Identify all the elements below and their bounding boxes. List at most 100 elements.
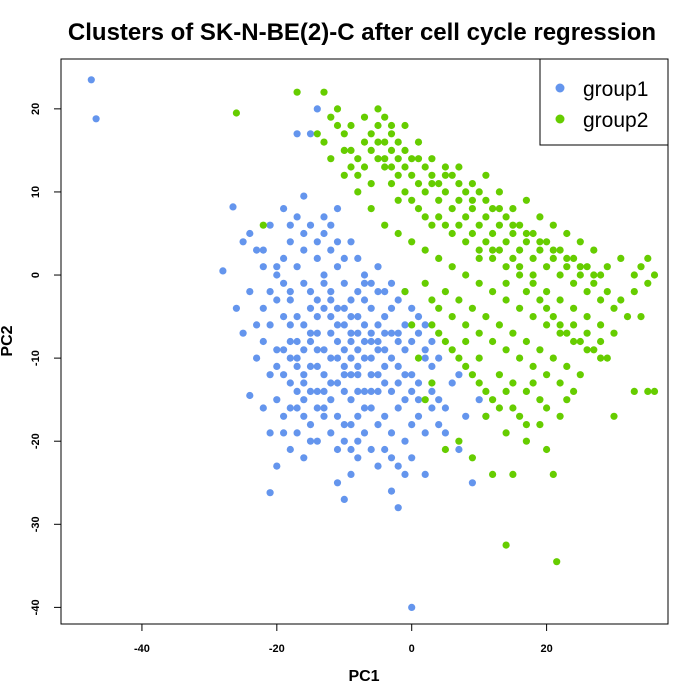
point-group2 bbox=[563, 396, 571, 404]
point-group1 bbox=[306, 421, 315, 429]
point-group2 bbox=[644, 387, 652, 395]
point-group2 bbox=[590, 279, 598, 287]
point-group1 bbox=[293, 362, 301, 370]
point-group2 bbox=[522, 337, 531, 346]
point-group1 bbox=[408, 421, 416, 429]
point-group1 bbox=[286, 404, 294, 412]
point-group2 bbox=[597, 354, 605, 362]
point-group1 bbox=[394, 462, 402, 470]
point-group1 bbox=[320, 271, 328, 279]
point-group2 bbox=[489, 288, 497, 296]
point-group1 bbox=[401, 470, 409, 478]
point-group2 bbox=[543, 404, 551, 412]
point-group1 bbox=[347, 296, 355, 304]
point-group2 bbox=[522, 437, 531, 445]
point-group1 bbox=[354, 371, 362, 379]
point-group1 bbox=[300, 246, 308, 254]
point-group1 bbox=[354, 288, 362, 296]
point-group1 bbox=[327, 429, 335, 437]
point-group2 bbox=[583, 263, 591, 271]
point-group1 bbox=[259, 404, 267, 412]
point-group1 bbox=[286, 221, 294, 229]
point-group1 bbox=[374, 321, 382, 329]
point-group1 bbox=[408, 387, 416, 395]
point-group2 bbox=[455, 163, 463, 171]
point-group1 bbox=[408, 603, 416, 612]
point-group2 bbox=[468, 205, 476, 213]
point-group2 bbox=[502, 541, 510, 549]
point-group1 bbox=[253, 321, 261, 329]
point-group2 bbox=[489, 246, 497, 254]
point-group2 bbox=[570, 254, 578, 262]
point-group2 bbox=[367, 180, 375, 188]
point-group1 bbox=[273, 263, 281, 271]
point-group1 bbox=[421, 470, 429, 478]
point-group2 bbox=[509, 379, 517, 387]
point-group2 bbox=[408, 155, 416, 163]
point-group2 bbox=[387, 121, 396, 130]
point-group1 bbox=[441, 429, 449, 437]
point-group2 bbox=[441, 337, 449, 346]
point-group1 bbox=[381, 313, 389, 321]
point-group1 bbox=[381, 329, 389, 337]
point-group2 bbox=[374, 105, 382, 113]
point-group1 bbox=[87, 76, 95, 84]
point-group2 bbox=[475, 279, 483, 287]
point-group2 bbox=[387, 180, 396, 188]
point-group1 bbox=[414, 379, 423, 387]
point-group2 bbox=[414, 180, 423, 188]
point-group1 bbox=[266, 489, 274, 497]
point-group1 bbox=[381, 379, 389, 387]
point-group1 bbox=[273, 271, 281, 279]
point-group1 bbox=[381, 288, 389, 296]
point-group2 bbox=[570, 304, 578, 312]
point-group1 bbox=[313, 387, 321, 395]
point-group1 bbox=[394, 362, 402, 370]
point-group1 bbox=[387, 329, 396, 337]
point-group2 bbox=[340, 146, 348, 154]
point-group1 bbox=[360, 296, 369, 304]
point-group2 bbox=[381, 163, 389, 171]
point-group2 bbox=[516, 271, 524, 279]
point-group2 bbox=[637, 313, 645, 321]
point-group1 bbox=[354, 254, 362, 262]
point-group2 bbox=[549, 254, 557, 262]
point-group1 bbox=[340, 304, 348, 312]
point-group1 bbox=[293, 313, 301, 321]
point-group2 bbox=[482, 387, 490, 395]
point-group2 bbox=[549, 354, 557, 362]
point-group2 bbox=[543, 288, 551, 296]
point-group2 bbox=[394, 155, 402, 163]
point-group2 bbox=[516, 354, 524, 362]
point-group2 bbox=[414, 155, 423, 163]
point-group2 bbox=[320, 88, 328, 96]
point-group2 bbox=[367, 205, 375, 213]
point-group1 bbox=[333, 205, 342, 213]
point-group1 bbox=[306, 437, 315, 445]
point-group1 bbox=[280, 346, 288, 354]
point-group1 bbox=[320, 213, 328, 221]
point-group1 bbox=[374, 337, 382, 346]
point-group1 bbox=[374, 462, 382, 470]
point-group1 bbox=[327, 313, 335, 321]
point-group1 bbox=[293, 387, 301, 395]
point-group1 bbox=[367, 354, 375, 362]
point-group2 bbox=[435, 329, 443, 337]
point-group1 bbox=[306, 130, 315, 138]
point-group1 bbox=[347, 329, 355, 337]
point-group2 bbox=[421, 188, 429, 196]
point-group1 bbox=[387, 429, 396, 437]
point-group1 bbox=[306, 304, 315, 312]
point-group1 bbox=[273, 396, 281, 404]
point-group1 bbox=[360, 429, 369, 437]
point-group1 bbox=[381, 362, 389, 370]
point-group2 bbox=[435, 254, 443, 262]
point-group2 bbox=[354, 155, 362, 163]
point-group2 bbox=[495, 246, 503, 254]
point-group1 bbox=[340, 254, 348, 262]
point-group1 bbox=[428, 337, 436, 346]
point-group2 bbox=[394, 229, 402, 238]
point-group2 bbox=[394, 196, 402, 204]
point-group2 bbox=[495, 188, 503, 196]
point-group2 bbox=[489, 205, 497, 213]
